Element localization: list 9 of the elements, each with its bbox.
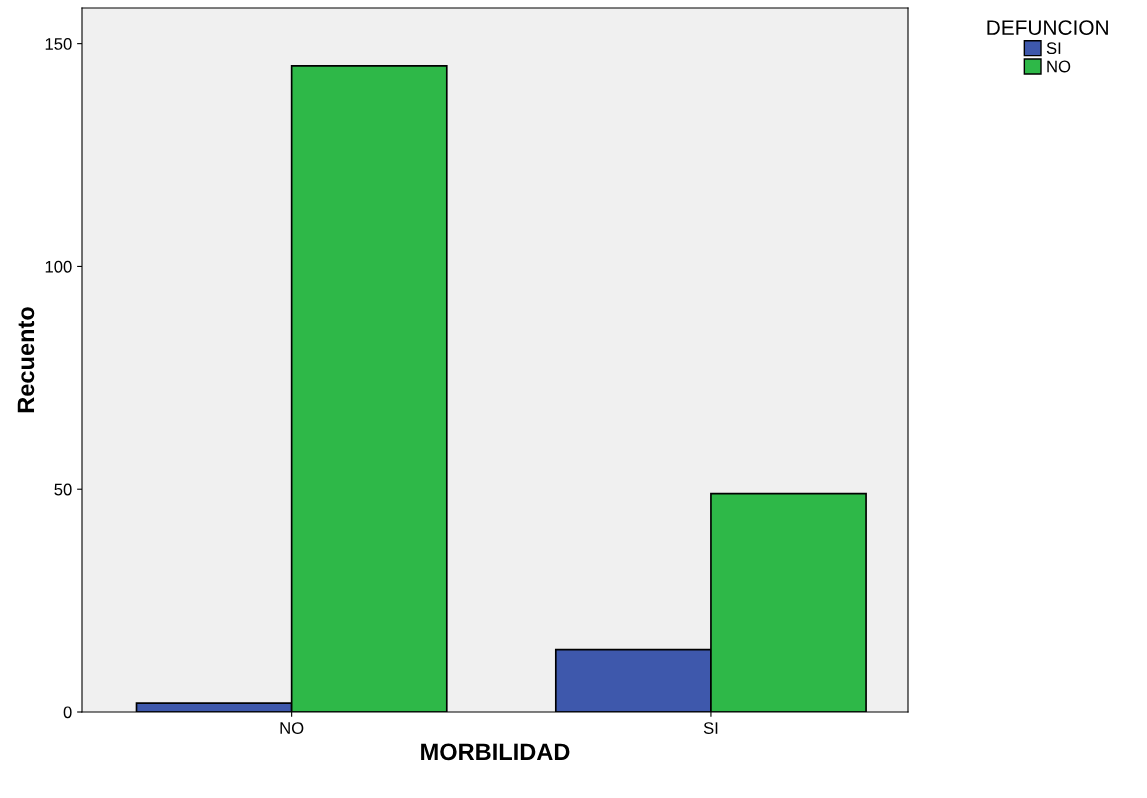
y-tick-label: 50 <box>54 483 72 496</box>
y-tick-label: 150 <box>45 38 72 50</box>
x-axis-title: MORBILIDAD <box>421 743 570 761</box>
legend-title: DEFUNCION <box>987 20 1108 35</box>
y-tick-label: 0 <box>63 706 72 719</box>
legend-label: NO <box>1047 60 1071 73</box>
legend-label: SI <box>1046 42 1061 55</box>
y-tick-label: 100 <box>45 260 72 273</box>
y-axis-title: Recuento <box>17 307 35 413</box>
